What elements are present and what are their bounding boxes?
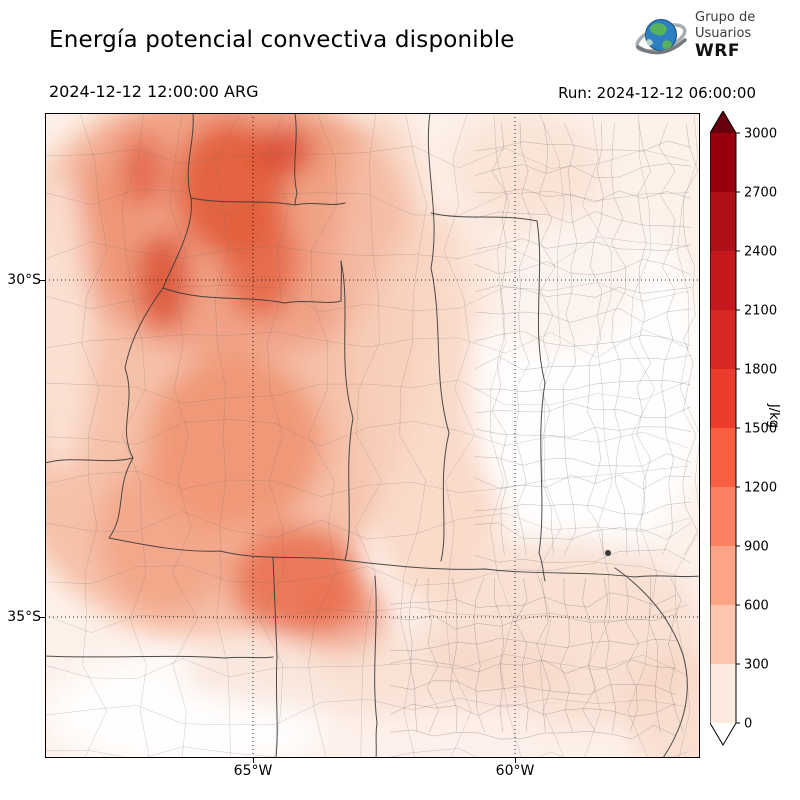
svg-text:2100: 2100	[744, 304, 777, 319]
svg-text:1200: 1200	[744, 481, 777, 496]
svg-text:900: 900	[744, 540, 769, 555]
svg-text:2400: 2400	[744, 245, 777, 260]
svg-text:2700: 2700	[744, 186, 777, 201]
page-title: Energía potencial convectiva disponible	[49, 27, 515, 53]
svg-text:1800: 1800	[744, 363, 777, 378]
province-boundaries	[44, 112, 701, 759]
valid-time-label: 2024-12-12 12:00:00 ARG	[49, 82, 259, 101]
map-panel	[44, 112, 701, 759]
city-marker	[605, 550, 611, 556]
logo-line-2: Usuarios	[695, 25, 752, 41]
colorbar-unit-label: J/kg	[766, 404, 781, 428]
department-boundaries	[45, 113, 700, 758]
wrf-logo: Grupo de Usuarios WRF	[634, 9, 755, 63]
logo-line-1: Grupo de	[695, 10, 756, 26]
lon-tick-65w: 65°W	[233, 763, 273, 779]
lon-tickmark-65w	[253, 758, 254, 763]
svg-text:0: 0	[744, 717, 752, 732]
globe-icon	[635, 19, 687, 55]
run-time-label: Run: 2024-12-12 06:00:00	[558, 84, 756, 102]
svg-text:1500: 1500	[744, 422, 777, 437]
logo-wrf-label: WRF	[695, 41, 740, 62]
lon-tickmark-60w	[515, 758, 516, 763]
svg-text:3000: 3000	[744, 127, 777, 142]
lat-tick-35s: 35°S	[7, 609, 41, 625]
logo-text: Grupo de Usuarios WRF	[695, 10, 755, 62]
lat-tick-30s: 30°S	[7, 272, 41, 288]
svg-text:600: 600	[744, 599, 769, 614]
cape-shaded-field	[45, 113, 700, 758]
lat-tickmark-30s	[40, 280, 45, 281]
lon-tick-60w: 60°W	[495, 763, 535, 779]
lat-tickmark-35s	[40, 617, 45, 618]
cape-field-map	[44, 112, 701, 759]
svg-text:300: 300	[744, 658, 769, 673]
map-frame	[45, 113, 700, 758]
